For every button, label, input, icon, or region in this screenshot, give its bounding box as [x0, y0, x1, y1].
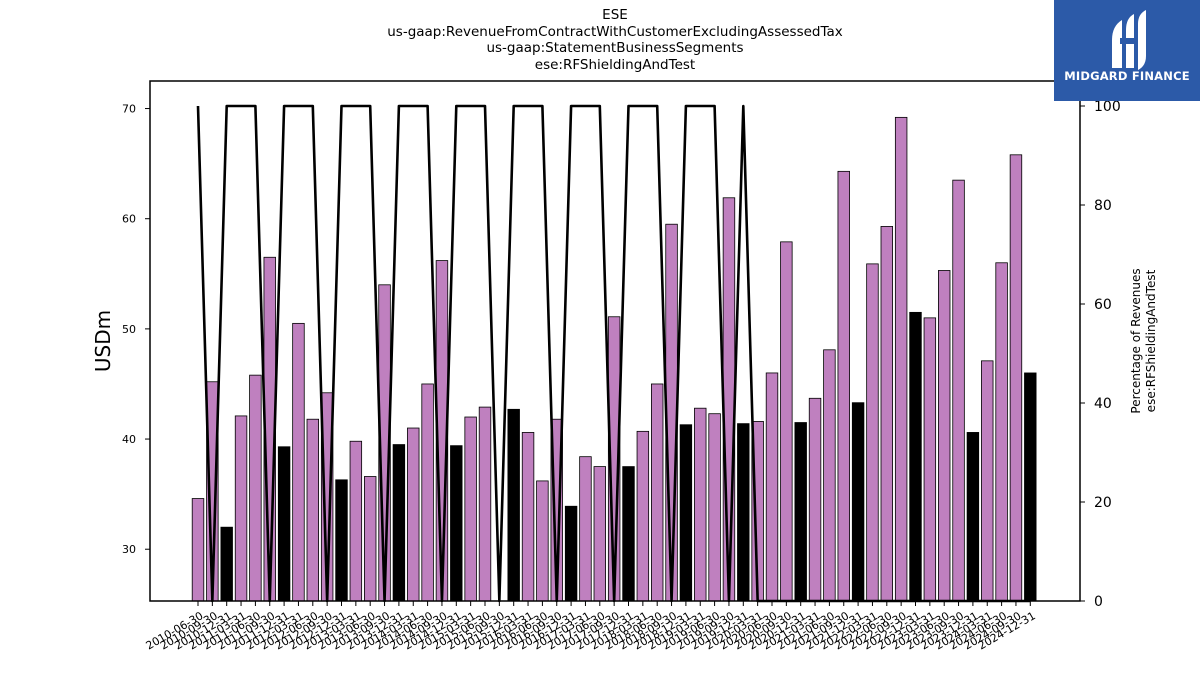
bar-2018-09-30 [665, 223, 678, 602]
bar-2020-12-31 [794, 422, 807, 602]
bar-2017-06-30 [593, 466, 607, 602]
bar-2015-06-30 [478, 406, 492, 602]
y-tick-label: 60 [122, 213, 136, 226]
y2-axis-label-line-1: Percentage of Revenues [1129, 268, 1143, 413]
title-line-1: ESE [602, 7, 628, 23]
bar-2015-12-31 [507, 408, 520, 602]
bar-2023-12-31 [966, 432, 980, 602]
y2-tick-label: 100 [1094, 99, 1121, 115]
bar-2021-03-31 [808, 397, 822, 602]
y-tick-label: 30 [122, 543, 136, 556]
chart-title: ESE us-gaap:RevenueFromContractWithCusto… [0, 7, 1200, 73]
y-axis-right-ticks: 0 20 40 60 80 100 [1080, 99, 1121, 610]
y-axis-label: USDm [91, 310, 115, 372]
bar-2022-06-30 [880, 226, 894, 602]
bar-2010-06-30 [191, 498, 205, 602]
bar-2016-06-30 [536, 480, 549, 602]
y-tick-label: 50 [122, 323, 136, 336]
title-line-4: ese:RFShieldingAndTest [534, 56, 696, 73]
bar-2018-06-30 [651, 383, 664, 602]
bar-2015-03-31 [464, 416, 477, 602]
bar-2024-06-30 [995, 262, 1008, 602]
bar-2023-06-30 [938, 270, 951, 602]
bar-2019-09-30 [722, 197, 736, 602]
title-line-3: us-gaap:StatementBusinessSegments [486, 40, 744, 56]
bar-2018-03-31 [636, 430, 650, 602]
bar-series [191, 116, 1037, 602]
bar-2024-12-31 [1024, 372, 1037, 602]
bar-2016-03-31 [521, 432, 535, 602]
y2-tick-label: 60 [1094, 297, 1112, 313]
bar-2022-12-31 [909, 311, 922, 602]
midgard-finance-logo: MIDGARD FINANCE [1054, 0, 1200, 101]
bar-2017-03-31 [579, 456, 592, 602]
bar-2023-03-31 [923, 317, 937, 602]
y2-tick-label: 40 [1094, 396, 1112, 412]
bar-2013-06-30 [363, 476, 377, 602]
bar-2013-03-31 [349, 440, 363, 602]
y-axis-left-ticks: 30 40 50 60 70 [122, 103, 150, 556]
y-tick-label: 70 [122, 103, 136, 116]
y2-axis-label-line-2: ese:RFShieldingAndTest [1144, 269, 1158, 412]
y2-tick-label: 0 [1094, 594, 1103, 610]
bar-2010-12-31 [220, 526, 233, 602]
bar-2011-06-30 [249, 374, 262, 602]
bar-2020-06-30 [765, 372, 779, 602]
bar-2021-12-31 [851, 402, 865, 602]
bar-2012-06-30 [306, 418, 320, 602]
bar-2021-06-30 [823, 349, 836, 602]
plot-frame [149, 80, 1081, 602]
bar-2024-09-30 [1009, 154, 1023, 602]
bar-2017-12-31 [622, 466, 635, 602]
bar-2021-09-30 [837, 170, 850, 602]
y2-tick-label: 20 [1094, 495, 1112, 511]
bar-2014-03-31 [407, 427, 420, 602]
bar-2011-03-31 [234, 415, 248, 602]
midgard-logo-icon [1112, 10, 1146, 70]
bar-2022-09-30 [894, 116, 908, 602]
y-tick-label: 40 [122, 433, 136, 446]
bar-2018-12-31 [679, 424, 693, 602]
bar-2016-12-31 [564, 505, 578, 602]
y2-tick-label: 80 [1094, 198, 1112, 214]
x-axis-ticks: 2010-06-302010-09-302010-12-312011-03-31… [144, 601, 1038, 652]
bar-2012-12-31 [335, 479, 348, 602]
bar-2019-06-30 [708, 413, 721, 602]
bar-2022-03-31 [866, 263, 879, 602]
bar-2012-03-31 [292, 322, 305, 602]
bar-2020-09-30 [780, 241, 793, 602]
bar-2014-06-30 [421, 383, 434, 602]
bar-2019-12-31 [737, 423, 750, 602]
bar-2013-12-31 [392, 444, 406, 602]
bar-2011-12-31 [277, 446, 291, 602]
title-line-2: us-gaap:RevenueFromContractWithCustomerE… [387, 23, 843, 40]
logo-text: MIDGARD FINANCE [1064, 69, 1190, 83]
bar-2023-09-30 [952, 179, 965, 602]
bar-2014-12-31 [450, 445, 463, 602]
bar-2019-03-31 [694, 407, 707, 602]
bar-2024-03-31 [981, 360, 994, 602]
